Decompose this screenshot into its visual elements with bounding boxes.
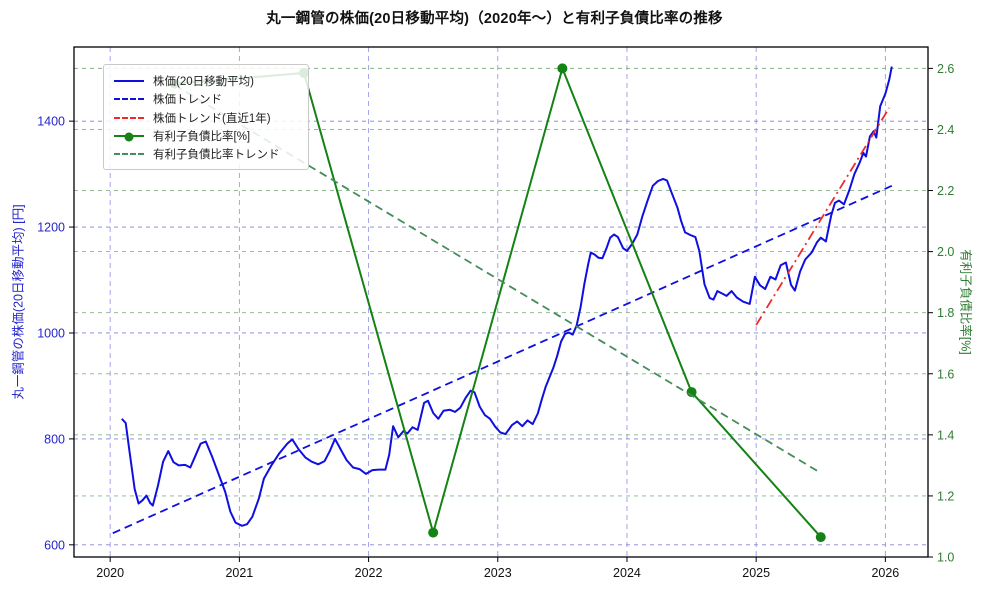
svg-text:1.6: 1.6 (937, 367, 954, 381)
green-dashed-line-sample (114, 153, 144, 155)
red-dashdot-line-sample (114, 116, 144, 119)
legend-item-price-trend-1y: 株価トレンド(直近1年) (114, 109, 298, 127)
legend-label: 株価トレンド (153, 94, 222, 107)
svg-text:800: 800 (44, 432, 65, 446)
svg-text:2023: 2023 (484, 566, 512, 580)
svg-text:2026: 2026 (871, 566, 899, 580)
svg-text:2.0: 2.0 (937, 245, 954, 259)
chart-title: 丸一鋼管の株価(20日移動平均)（2020年～）と有利子負債比率の推移 (266, 11, 723, 27)
svg-text:1.0: 1.0 (937, 551, 954, 565)
svg-text:2021: 2021 (225, 566, 253, 580)
svg-text:1.4: 1.4 (937, 428, 954, 442)
svg-text:2024: 2024 (613, 566, 641, 580)
legend-label: 株価トレンド(直近1年) (153, 112, 271, 125)
green-marker-line-sample (114, 132, 144, 142)
svg-text:600: 600 (44, 538, 65, 552)
legend-label: 有利子負債比率トレンド (153, 149, 280, 161)
svg-text:1400: 1400 (37, 115, 65, 129)
svg-text:2.2: 2.2 (937, 184, 954, 198)
svg-text:1.8: 1.8 (937, 306, 954, 320)
legend-item-price-trend: 株価トレンド (114, 90, 298, 108)
svg-text:2.6: 2.6 (937, 62, 954, 76)
svg-text:1200: 1200 (37, 221, 65, 235)
svg-text:1.2: 1.2 (937, 489, 954, 503)
blue-dashed-line-sample (114, 98, 144, 101)
legend-label: 有利子負債比率[%] (153, 130, 251, 143)
legend: 株価(20日移動平均) 株価トレンド 株価トレンド(直近1年) 有利子負債比率[… (103, 64, 309, 170)
svg-text:2.4: 2.4 (937, 123, 954, 137)
circle-marker-icon (124, 132, 134, 142)
blue-solid-line-sample (114, 80, 144, 82)
legend-item-price: 株価(20日移動平均) (114, 72, 298, 90)
legend-item-debt-ratio-trend: 有利子負債比率トレンド (114, 145, 298, 163)
svg-text:1000: 1000 (37, 326, 65, 340)
legend-label: 株価(20日移動平均) (153, 76, 254, 88)
svg-text:2025: 2025 (742, 566, 770, 580)
svg-text:2022: 2022 (355, 566, 383, 580)
svg-text:2020: 2020 (96, 566, 124, 580)
legend-item-debt-ratio: 有利子負債比率[%] (114, 127, 298, 145)
